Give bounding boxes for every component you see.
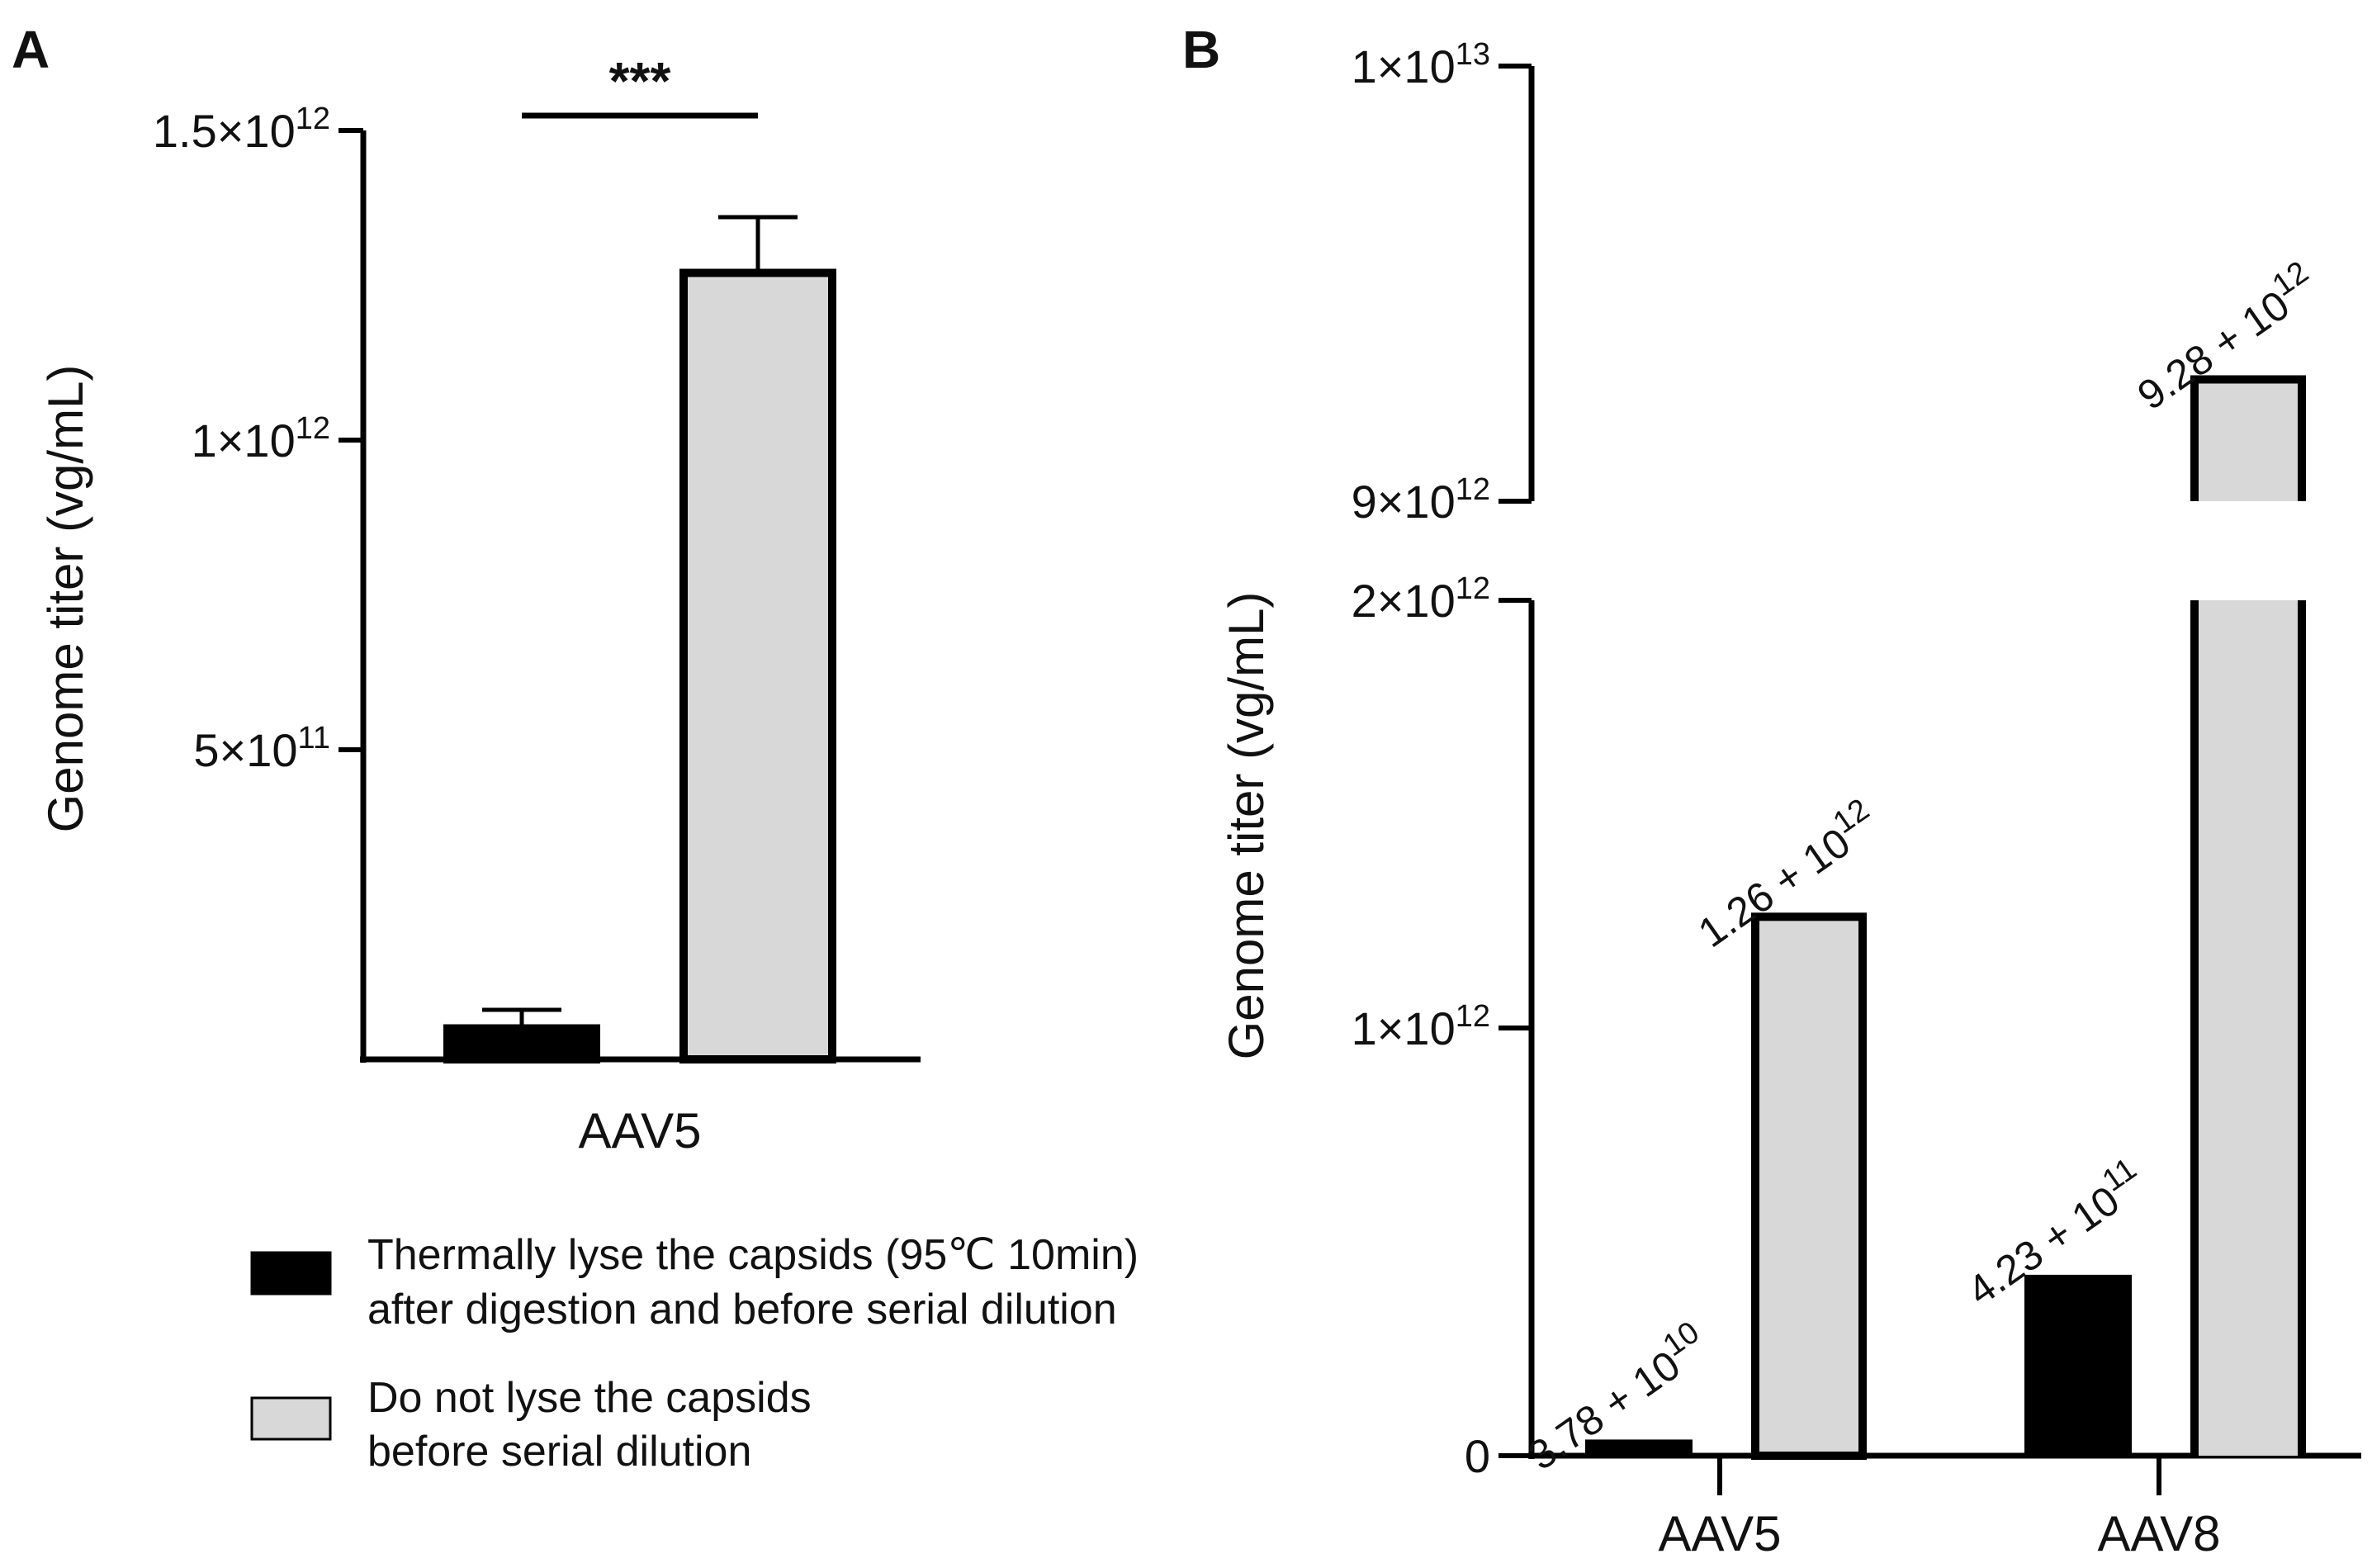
panel-b-category-label: AAV5 xyxy=(1659,1506,1782,1561)
panel-b-y-tick-label: 1×1013 xyxy=(1352,37,1490,92)
legend-no-lyse-line2: before serial dilution xyxy=(367,1428,751,1476)
panel-letter-b: B xyxy=(1182,20,1220,79)
legend-no-lyse-line1: Do not lyse the capsids xyxy=(367,1374,812,1422)
panel-b-bar-thermal xyxy=(1585,1439,1693,1456)
legend-swatch-thermal xyxy=(250,1251,332,1296)
panel-b-y-axis-title: Genome titer (vg/mL) xyxy=(1219,592,1274,1060)
legend: Thermally lyse the capsids (95℃ 10min) a… xyxy=(250,1231,1139,1476)
panel-a-chart: Genome titer (vg/mL) 5×1011 1×1012 1.5×101… xyxy=(38,51,921,1158)
panel-b-category-label: AAV8 xyxy=(2098,1506,2221,1561)
panel-a-category-label: AAV5 xyxy=(579,1103,702,1158)
panel-b-chart: Genome titer (vg/mL) 0 1×1012 2×1012 9×1012… xyxy=(1219,37,2361,1561)
panel-b-y-tick-label: 0 xyxy=(1465,1430,1490,1482)
panel-b-y-tick-label: 1×1012 xyxy=(1352,999,1490,1054)
legend-thermal-line2: after digestion and before serial diluti… xyxy=(367,1286,1117,1334)
panel-b-y-tick-label: 2×1012 xyxy=(1352,571,1490,627)
legend-swatch-no-lyse xyxy=(250,1396,332,1441)
panel-letter-a: A xyxy=(12,20,50,79)
panel-b-y-tick-label: 9×1012 xyxy=(1352,472,1490,528)
panel-a-significance-stars: *** xyxy=(609,51,671,111)
panel-a-y-tick-label: 1×1012 xyxy=(192,411,330,467)
panel-b-bar-no-lyse-lower xyxy=(2194,600,2302,1456)
panel-a-y-tick-label: 5×1011 xyxy=(193,721,330,776)
panel-b-bar-no-lyse-upper xyxy=(2194,379,2302,501)
panel-a-bar-no-lyse xyxy=(679,268,836,1063)
panel-b-bar-no-lyse xyxy=(1751,912,1867,1460)
legend-thermal-line1: Thermally lyse the capsids (95℃ 10min) xyxy=(367,1231,1139,1279)
panel-b-bar-thermal xyxy=(2024,1274,2132,1456)
panel-a-bar-thermal xyxy=(443,1024,600,1063)
panel-a-y-tick-label: 1.5×1012 xyxy=(153,102,330,157)
panel-a-y-axis-title: Genome titer (vg/mL) xyxy=(38,365,93,833)
